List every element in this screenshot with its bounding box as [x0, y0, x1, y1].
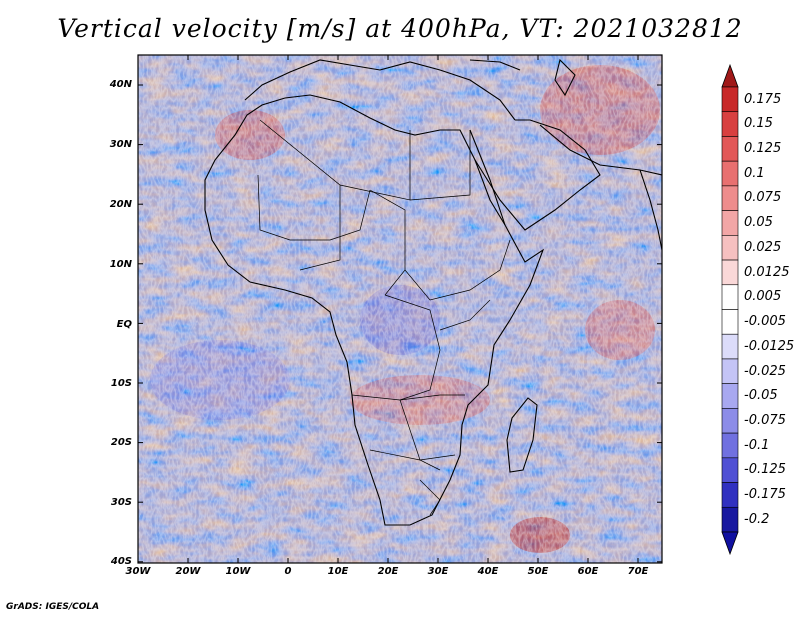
lon-label: 40E [477, 566, 499, 577]
lon-label: 10W [225, 566, 251, 577]
colorbar-label: -0.1 [744, 437, 770, 453]
lat-label: 30N [109, 139, 132, 150]
colorbar [721, 63, 739, 556]
country-borders [257, 119, 511, 516]
colorbar-swatch [721, 457, 739, 483]
colorbar-label: 0.05 [744, 215, 773, 231]
colorbar-swatch [721, 111, 739, 137]
colorbar-swatch [721, 309, 739, 335]
colorbar-label: 0.0125 [744, 264, 790, 280]
colorbar-swatch [721, 210, 739, 236]
colorbar-label: 0.175 [744, 91, 782, 107]
colorbar-swatch [721, 506, 739, 533]
lon-label: 30E [427, 566, 449, 577]
colorbar-label: -0.125 [744, 462, 786, 478]
colorbar-label: -0.005 [744, 314, 786, 330]
colorbar-label: 0.025 [744, 239, 782, 255]
lat-label: 20S [110, 437, 132, 448]
colorbar-label: 0.075 [744, 190, 782, 206]
lon-label: 60E [577, 566, 599, 577]
colorbar-label: -0.075 [744, 412, 786, 428]
plot-frame [137, 54, 663, 564]
coastlines [204, 58, 662, 526]
lon-label: 0 [284, 566, 292, 577]
colorbar-label: -0.175 [744, 487, 786, 503]
colorbar-label: 0.1 [744, 165, 765, 181]
colorbar-label: 0.15 [744, 116, 773, 132]
colorbar-max-arrow [721, 63, 739, 88]
axis-ticks [137, 55, 662, 563]
grads-credit: GrADS: IGES/COLA [6, 602, 100, 612]
colorbar-swatch [721, 284, 739, 310]
lon-label: 20W [175, 566, 201, 577]
colorbar-label: -0.025 [744, 363, 786, 379]
colorbar-swatch [721, 408, 739, 434]
colorbar-label: 0.125 [744, 141, 782, 157]
colorbar-swatch [721, 432, 739, 459]
colorbar-label: -0.0125 [744, 338, 795, 354]
colorbar-swatch [721, 235, 739, 261]
lon-label: 10E [327, 566, 349, 577]
chart-title: Vertical velocity [m/s] at 400hPa, VT: 2… [57, 14, 743, 43]
colorbar-swatch [721, 86, 739, 113]
colorbar-swatch [721, 358, 739, 384]
lon-label: 30W [125, 566, 151, 577]
lon-label: 20E [377, 566, 399, 577]
lat-label: 10N [109, 259, 132, 270]
colorbar-label: 0.005 [744, 289, 782, 305]
colorbar-swatch [721, 383, 739, 409]
colorbar-swatch [721, 259, 739, 286]
colorbar-swatch [721, 482, 739, 508]
colorbar-min-arrow [721, 531, 739, 556]
lat-label: EQ [116, 319, 132, 330]
velocity-field [138, 55, 662, 563]
colorbar-swatch [721, 160, 739, 187]
lat-label: 20N [109, 199, 132, 210]
lat-label: 40N [109, 79, 132, 90]
lat-label: 10S [110, 378, 132, 389]
colorbar-label: -0.2 [744, 511, 770, 527]
colorbar-label: -0.05 [744, 388, 778, 404]
lon-label: 70E [627, 566, 649, 577]
colorbar-swatch [721, 136, 739, 162]
colorbar-swatch [721, 185, 739, 211]
lon-label: 50E [527, 566, 549, 577]
lat-label: 40S [110, 556, 132, 567]
lat-label: 30S [110, 497, 132, 508]
colorbar-swatch [721, 333, 739, 360]
